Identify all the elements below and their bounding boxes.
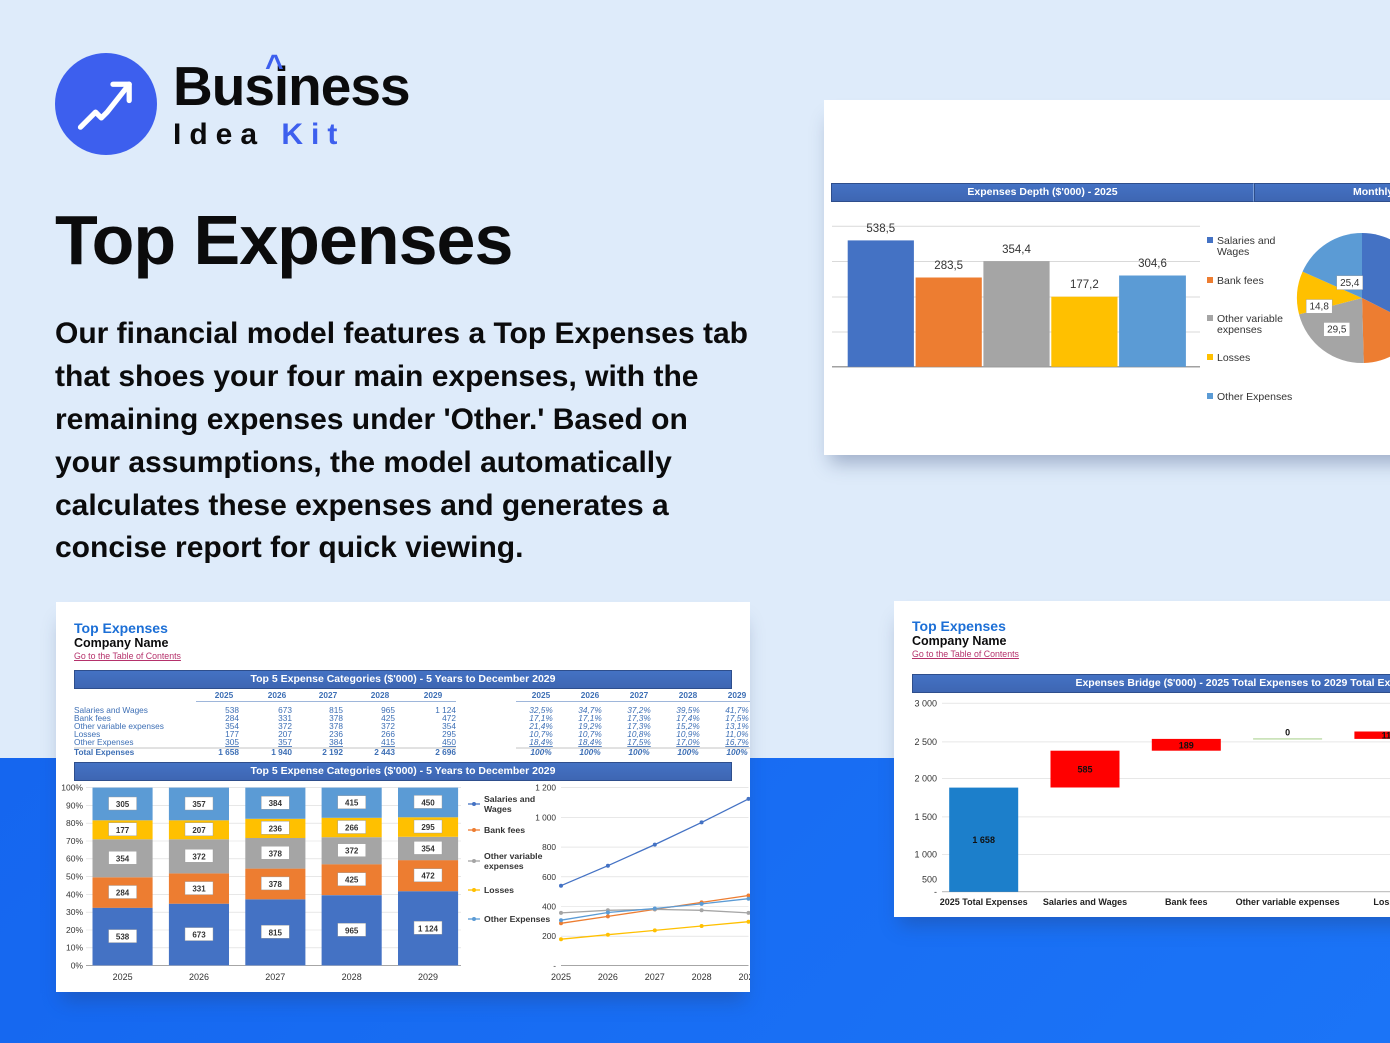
svg-text:2029: 2029: [418, 972, 438, 982]
svg-text:357: 357: [192, 800, 206, 809]
svg-text:expenses: expenses: [484, 861, 524, 871]
svg-text:50%: 50%: [66, 872, 83, 882]
svg-text:2025: 2025: [551, 972, 571, 982]
svg-text:266: 266: [345, 824, 359, 833]
svg-text:30%: 30%: [66, 907, 83, 917]
svg-text:Salaries and: Salaries and: [484, 794, 535, 804]
svg-text:Bank fees: Bank fees: [484, 825, 525, 835]
svg-text:14,8: 14,8: [1309, 301, 1329, 312]
svg-text:331: 331: [192, 885, 206, 894]
svg-text:400: 400: [542, 902, 556, 912]
svg-text:-: -: [934, 887, 937, 897]
svg-text:29,5: 29,5: [1327, 324, 1347, 335]
svg-text:415: 415: [345, 799, 359, 808]
svg-text:305: 305: [116, 800, 130, 809]
svg-text:450: 450: [421, 798, 435, 807]
svg-text:Bank fees: Bank fees: [1165, 897, 1208, 907]
svg-text:354: 354: [116, 854, 130, 863]
svg-text:236: 236: [269, 824, 283, 833]
svg-text:expenses: expenses: [1217, 324, 1262, 336]
svg-text:90%: 90%: [66, 800, 83, 810]
svg-text:Losses: Losses: [484, 885, 514, 895]
svg-text:Losses: Losses: [1217, 352, 1250, 364]
svg-text:2028: 2028: [692, 972, 712, 982]
svg-text:2025 Total Expenses: 2025 Total Expenses: [940, 897, 1028, 907]
svg-text:354,4: 354,4: [1002, 244, 1031, 256]
svg-text:Bank fees: Bank fees: [1217, 275, 1264, 287]
svg-text:60%: 60%: [66, 854, 83, 864]
svg-text:2027: 2027: [265, 972, 285, 982]
svg-text:Other Expenses: Other Expenses: [1217, 391, 1292, 403]
svg-text:283,5: 283,5: [934, 260, 963, 272]
svg-text:Wages: Wages: [1217, 246, 1249, 258]
svg-text:2029: 2029: [738, 972, 750, 982]
svg-text:25,4: 25,4: [1340, 278, 1360, 289]
svg-text:Losses: Losses: [1373, 897, 1390, 907]
svg-text:Other Expenses: Other Expenses: [484, 914, 550, 924]
svg-text:40%: 40%: [66, 889, 83, 899]
svg-text:3 000: 3 000: [914, 699, 937, 709]
svg-text:2 500: 2 500: [914, 737, 937, 747]
svg-text:1 124: 1 124: [418, 924, 439, 933]
svg-text:538,5: 538,5: [866, 223, 895, 235]
svg-text:378: 378: [269, 849, 283, 858]
svg-text:2028: 2028: [342, 972, 362, 982]
svg-text:472: 472: [421, 872, 435, 881]
svg-text:2 000: 2 000: [914, 774, 937, 784]
svg-text:372: 372: [192, 852, 206, 861]
svg-text:384: 384: [269, 799, 283, 808]
svg-text:800: 800: [542, 842, 556, 852]
svg-text:425: 425: [345, 876, 359, 885]
svg-text:354: 354: [421, 844, 435, 853]
svg-text:2027: 2027: [645, 972, 665, 982]
svg-text:1 658: 1 658: [972, 835, 995, 845]
svg-text:80%: 80%: [66, 818, 83, 828]
svg-text:118: 118: [1382, 731, 1390, 741]
svg-text:1 500: 1 500: [914, 812, 937, 822]
svg-text:Other variable: Other variable: [484, 851, 543, 861]
svg-text:177,2: 177,2: [1070, 279, 1099, 291]
svg-text:207: 207: [192, 826, 206, 835]
svg-text:1 000: 1 000: [914, 850, 937, 860]
svg-text:Other variable expenses: Other variable expenses: [1236, 897, 1340, 907]
svg-text:1 000: 1 000: [535, 812, 556, 822]
svg-text:0: 0: [1285, 728, 1290, 738]
svg-text:20%: 20%: [66, 925, 83, 935]
svg-text:378: 378: [269, 880, 283, 889]
svg-text:100%: 100%: [61, 783, 83, 793]
svg-text:500: 500: [922, 875, 937, 885]
svg-text:200: 200: [542, 931, 556, 941]
svg-text:304,6: 304,6: [1138, 258, 1167, 270]
svg-text:Salaries and Wages: Salaries and Wages: [1043, 897, 1127, 907]
svg-text:-: -: [553, 960, 556, 970]
svg-text:10%: 10%: [66, 943, 83, 953]
svg-text:372: 372: [345, 847, 359, 856]
svg-text:284: 284: [116, 889, 130, 898]
svg-text:673: 673: [192, 931, 206, 940]
svg-text:295: 295: [421, 823, 435, 832]
svg-text:815: 815: [269, 928, 283, 937]
svg-text:189: 189: [1179, 740, 1194, 750]
svg-text:70%: 70%: [66, 836, 83, 846]
svg-text:2026: 2026: [189, 972, 209, 982]
svg-text:Wages: Wages: [484, 804, 512, 814]
svg-text:177: 177: [116, 826, 130, 835]
svg-text:965: 965: [345, 926, 359, 935]
svg-text:2026: 2026: [598, 972, 618, 982]
svg-text:538: 538: [116, 933, 130, 942]
svg-text:1 200: 1 200: [535, 783, 556, 793]
svg-text:585: 585: [1077, 765, 1092, 775]
svg-text:2025: 2025: [113, 972, 133, 982]
svg-text:600: 600: [542, 872, 556, 882]
svg-text:0%: 0%: [71, 960, 84, 970]
